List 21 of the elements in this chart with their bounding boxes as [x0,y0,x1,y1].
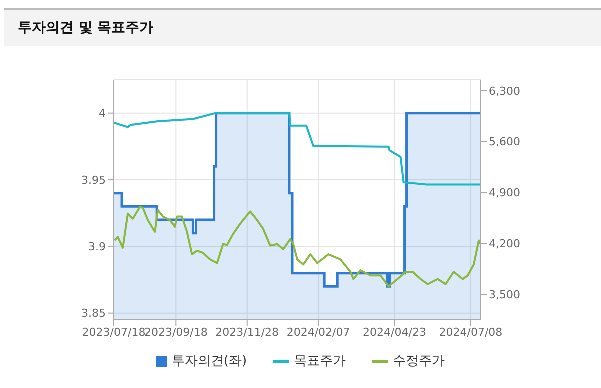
line-series [114,206,481,288]
y2-tick-label: 5,600 [489,136,520,149]
y2-tick-label: 6,300 [489,84,520,98]
chart-title: 투자의견 및 목표주가 [18,19,154,37]
y-tick-label: 3.95 [82,174,106,187]
legend-label: 투자의견(좌) [172,353,248,370]
y-tick-label: 3.9 [88,240,106,254]
line-series [114,112,481,186]
legend-label: 수정주가 [393,353,446,370]
y2-tick-label: 3,500 [489,288,520,302]
y-tick-label: 3.85 [82,307,106,320]
x-tick-label: 2024/07/08 [439,326,503,339]
x-tick-label: 2024/04/23 [363,326,426,339]
x-tick-label: 2023/11/28 [216,326,280,339]
y2-tick-label: 4,200 [489,238,520,251]
legend-label: 목표주가 [294,353,346,370]
y-tick-label: 4 [99,107,106,120]
x-tick-label: 2023/09/18 [144,326,208,339]
x-tick-label: 2024/02/07 [286,326,350,339]
y2-tick-label: 4,900 [489,186,520,200]
x-tick-label: 2023/07/18 [82,326,146,339]
